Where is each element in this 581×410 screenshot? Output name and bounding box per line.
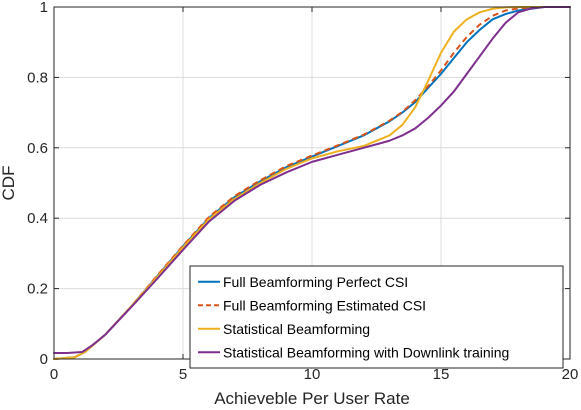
x-axis-label: Achieveble Per User Rate <box>214 389 410 408</box>
legend-label: Statistical Beamforming with Downlink tr… <box>223 344 509 360</box>
y-axis-label: CDF <box>0 166 18 201</box>
legend-label: Statistical Beamforming <box>223 321 370 337</box>
y-tick-label: 0 <box>40 351 48 368</box>
legend-box <box>189 265 564 369</box>
legend: Full Beamforming Perfect CSI Full Beamfor… <box>189 265 564 369</box>
y-tick-label: 0.4 <box>27 210 48 227</box>
x-tick-label: 0 <box>50 366 58 383</box>
x-tick-label: 15 <box>433 366 450 383</box>
x-tick-label: 5 <box>179 366 187 383</box>
y-tick-label: 0.6 <box>27 140 48 157</box>
y-tick-label: 0.2 <box>27 281 48 298</box>
axis-ticks: 0 5 10 15 20 0 0.2 0.4 0.6 0.8 1 <box>27 0 578 383</box>
y-tick-label: 0.8 <box>27 69 48 86</box>
x-tick-label: 10 <box>304 366 321 383</box>
x-tick-label: 20 <box>562 366 579 383</box>
y-tick-label: 1 <box>40 0 48 16</box>
legend-label: Full Beamforming Estimated CSI <box>223 297 426 313</box>
series-line-4 <box>53 6 571 355</box>
legend-label: Full Beamforming Perfect CSI <box>223 274 408 290</box>
